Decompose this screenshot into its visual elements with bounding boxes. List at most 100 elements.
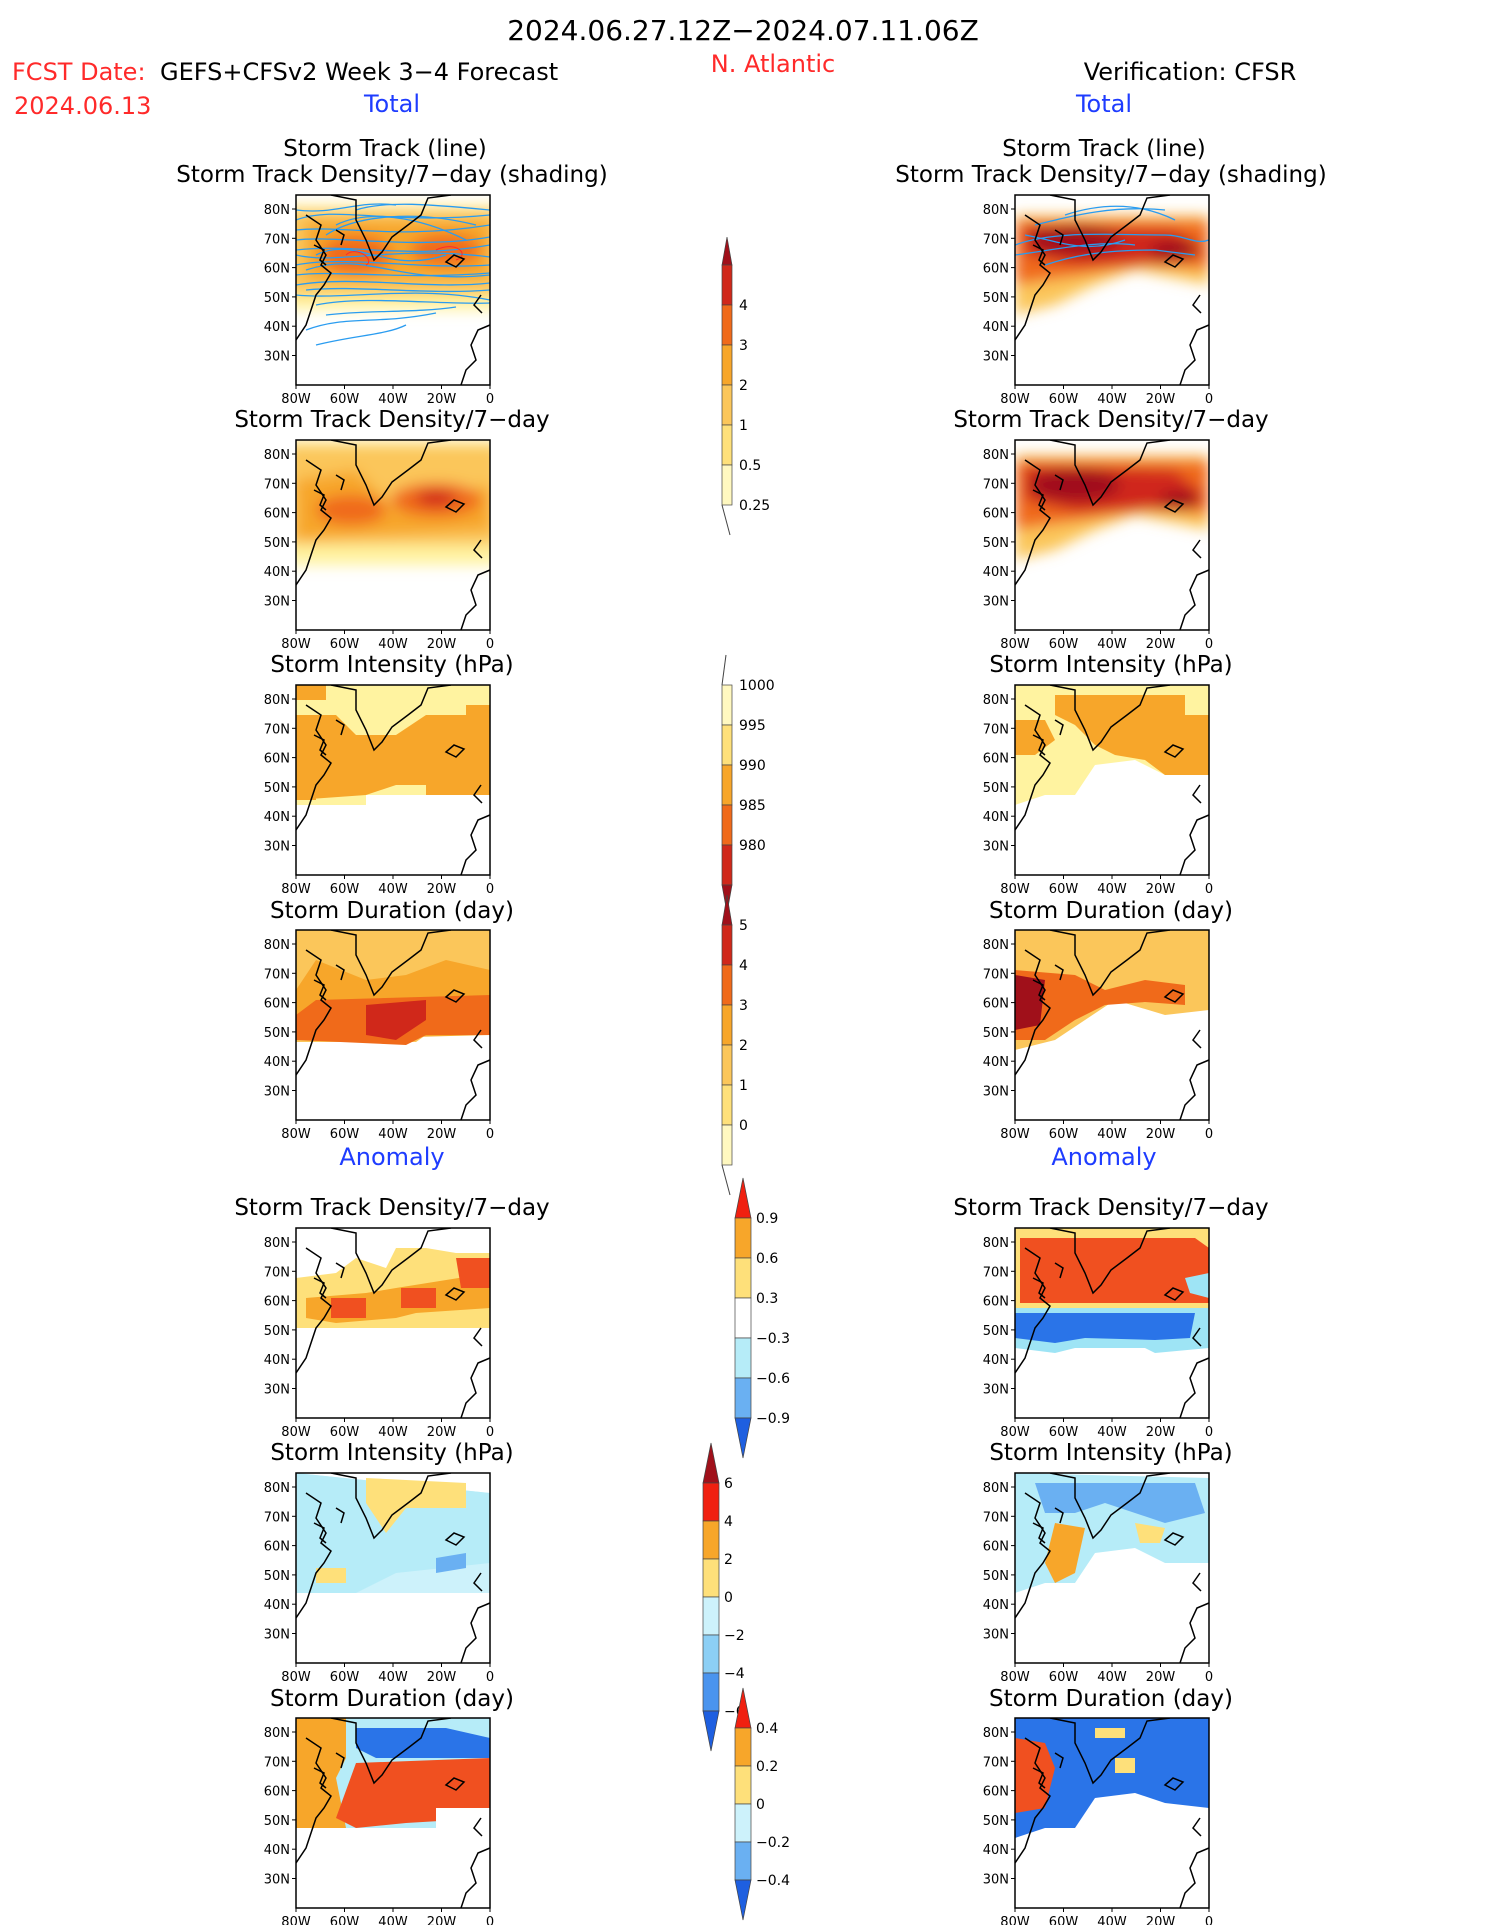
lat-label: 40N <box>983 1843 1009 1858</box>
lat-label: 50N <box>983 1814 1009 1829</box>
lat-label: 30N <box>264 840 290 855</box>
cb-density-label: 0.25 <box>739 498 770 514</box>
cb-intensity-anom-label: 2 <box>724 1552 733 1568</box>
lon-label: 80W <box>281 1915 311 1925</box>
map-duration-verification <box>1014 929 1210 1121</box>
lon-label: 80W <box>281 1670 311 1685</box>
cb-intensity-anom-label: 4 <box>724 1514 733 1530</box>
lon-label: 40W <box>378 1127 408 1142</box>
map-duration-forecast <box>295 929 491 1121</box>
lon-label: 40W <box>378 392 408 407</box>
lat-label: 50N <box>983 1324 1009 1339</box>
lat-label: 40N <box>983 1055 1009 1070</box>
panel-title-density-anom-left: Storm Track Density/7−day <box>234 1195 549 1221</box>
lon-label: 0 <box>486 637 494 652</box>
cb-duration-anom-label: 0.4 <box>756 1721 778 1737</box>
lat-label: 80N <box>264 1236 290 1251</box>
map-density-anomaly-forecast <box>295 1227 491 1419</box>
map-track-forecast <box>295 194 491 386</box>
lat-label: 80N <box>983 1726 1009 1741</box>
lon-label: 20W <box>1146 392 1176 407</box>
lat-label: 60N <box>983 262 1009 277</box>
lat-label: 70N <box>983 1755 1009 1770</box>
lon-label: 40W <box>378 882 408 897</box>
cb-intensity-label: 995 <box>739 718 766 734</box>
lat-label: 80N <box>983 693 1009 708</box>
lon-label: 20W <box>427 1127 457 1142</box>
cb-density-anom-label: 0.6 <box>756 1251 778 1267</box>
lat-label: 30N <box>983 840 1009 855</box>
map-intensity-verification <box>1014 684 1210 876</box>
panel-title-density-anom-right: Storm Track Density/7−day <box>953 1195 1268 1221</box>
lat-label: 50N <box>264 1026 290 1041</box>
lon-label: 0 <box>1205 1425 1213 1440</box>
lat-label: 80N <box>264 938 290 953</box>
cb-duration-label: 4 <box>739 958 748 974</box>
lon-label: 80W <box>281 1425 311 1440</box>
lon-label: 60W <box>1049 392 1079 407</box>
lat-label: 70N <box>983 967 1009 982</box>
lon-label: 0 <box>486 1670 494 1685</box>
lat-label: 70N <box>983 1510 1009 1525</box>
cb-density-anom-label: 0.9 <box>756 1211 778 1227</box>
map-intensity-anomaly-verification <box>1014 1472 1210 1664</box>
lon-label: 60W <box>330 882 360 897</box>
panel-title-intensity-anom-right: Storm Intensity (hPa) <box>989 1440 1232 1466</box>
lon-label: 20W <box>427 1425 457 1440</box>
lat-label: 40N <box>983 565 1009 580</box>
lon-label: 20W <box>1146 1425 1176 1440</box>
lon-label: 40W <box>1097 882 1127 897</box>
lon-label: 0 <box>486 1425 494 1440</box>
lat-label: 60N <box>983 507 1009 522</box>
lat-label: 40N <box>983 320 1009 335</box>
lon-label: 40W <box>1097 1915 1127 1925</box>
panel-title-intensity-right: Storm Intensity (hPa) <box>989 652 1232 678</box>
lat-label: 70N <box>983 477 1009 492</box>
lon-label: 0 <box>1205 1670 1213 1685</box>
lon-label: 60W <box>330 637 360 652</box>
lat-label: 50N <box>983 1026 1009 1041</box>
lat-label: 70N <box>264 967 290 982</box>
lon-label: 20W <box>1146 1127 1176 1142</box>
cb-duration-anom-label: 0.2 <box>756 1759 778 1775</box>
lon-label: 60W <box>330 392 360 407</box>
cb-duration-anom-label: 0 <box>756 1797 765 1813</box>
lon-label: 60W <box>1049 1425 1079 1440</box>
lat-label: 70N <box>264 1510 290 1525</box>
lon-label: 60W <box>1049 1670 1079 1685</box>
panel-title-track-left-2: Storm Track Density/7−day (shading) <box>176 162 607 188</box>
lon-label: 20W <box>1146 1670 1176 1685</box>
lon-label: 40W <box>378 1670 408 1685</box>
cb-intensity-label: 985 <box>739 798 766 814</box>
lon-label: 20W <box>427 882 457 897</box>
lon-label: 0 <box>1205 1915 1213 1925</box>
lon-label: 80W <box>1000 882 1030 897</box>
lat-label: 30N <box>264 1873 290 1888</box>
date-range-title: 2024.06.27.12Z−2024.07.11.06Z <box>507 14 979 47</box>
lat-label: 50N <box>264 291 290 306</box>
section-anomaly-right: Anomaly <box>1051 1143 1156 1171</box>
lat-label: 40N <box>264 320 290 335</box>
region-title: N. Atlantic <box>711 50 835 78</box>
lon-label: 80W <box>1000 637 1030 652</box>
lon-label: 80W <box>281 637 311 652</box>
lat-label: 50N <box>264 1324 290 1339</box>
lat-label: 40N <box>983 1598 1009 1613</box>
lat-label: 80N <box>264 448 290 463</box>
cb-duration-label: 3 <box>739 998 748 1014</box>
lon-label: 40W <box>1097 392 1127 407</box>
lon-label: 0 <box>1205 637 1213 652</box>
panel-title-duration-anom-right: Storm Duration (day) <box>989 1686 1233 1712</box>
lat-label: 30N <box>983 1383 1009 1398</box>
lat-label: 30N <box>983 1873 1009 1888</box>
lon-label: 60W <box>1049 1915 1079 1925</box>
lat-label: 60N <box>264 1540 290 1555</box>
colorbar-duration-anomaly: 0.4 0.2 0 −0.2 −0.4 <box>734 1687 790 1921</box>
cb-duration-anom-label: −0.4 <box>756 1873 790 1889</box>
lat-label: 50N <box>264 1814 290 1829</box>
map-intensity-forecast <box>295 684 491 876</box>
panel-title-track-left-1: Storm Track (line) <box>283 136 486 162</box>
lat-label: 30N <box>264 1383 290 1398</box>
map-density-forecast <box>295 439 491 631</box>
